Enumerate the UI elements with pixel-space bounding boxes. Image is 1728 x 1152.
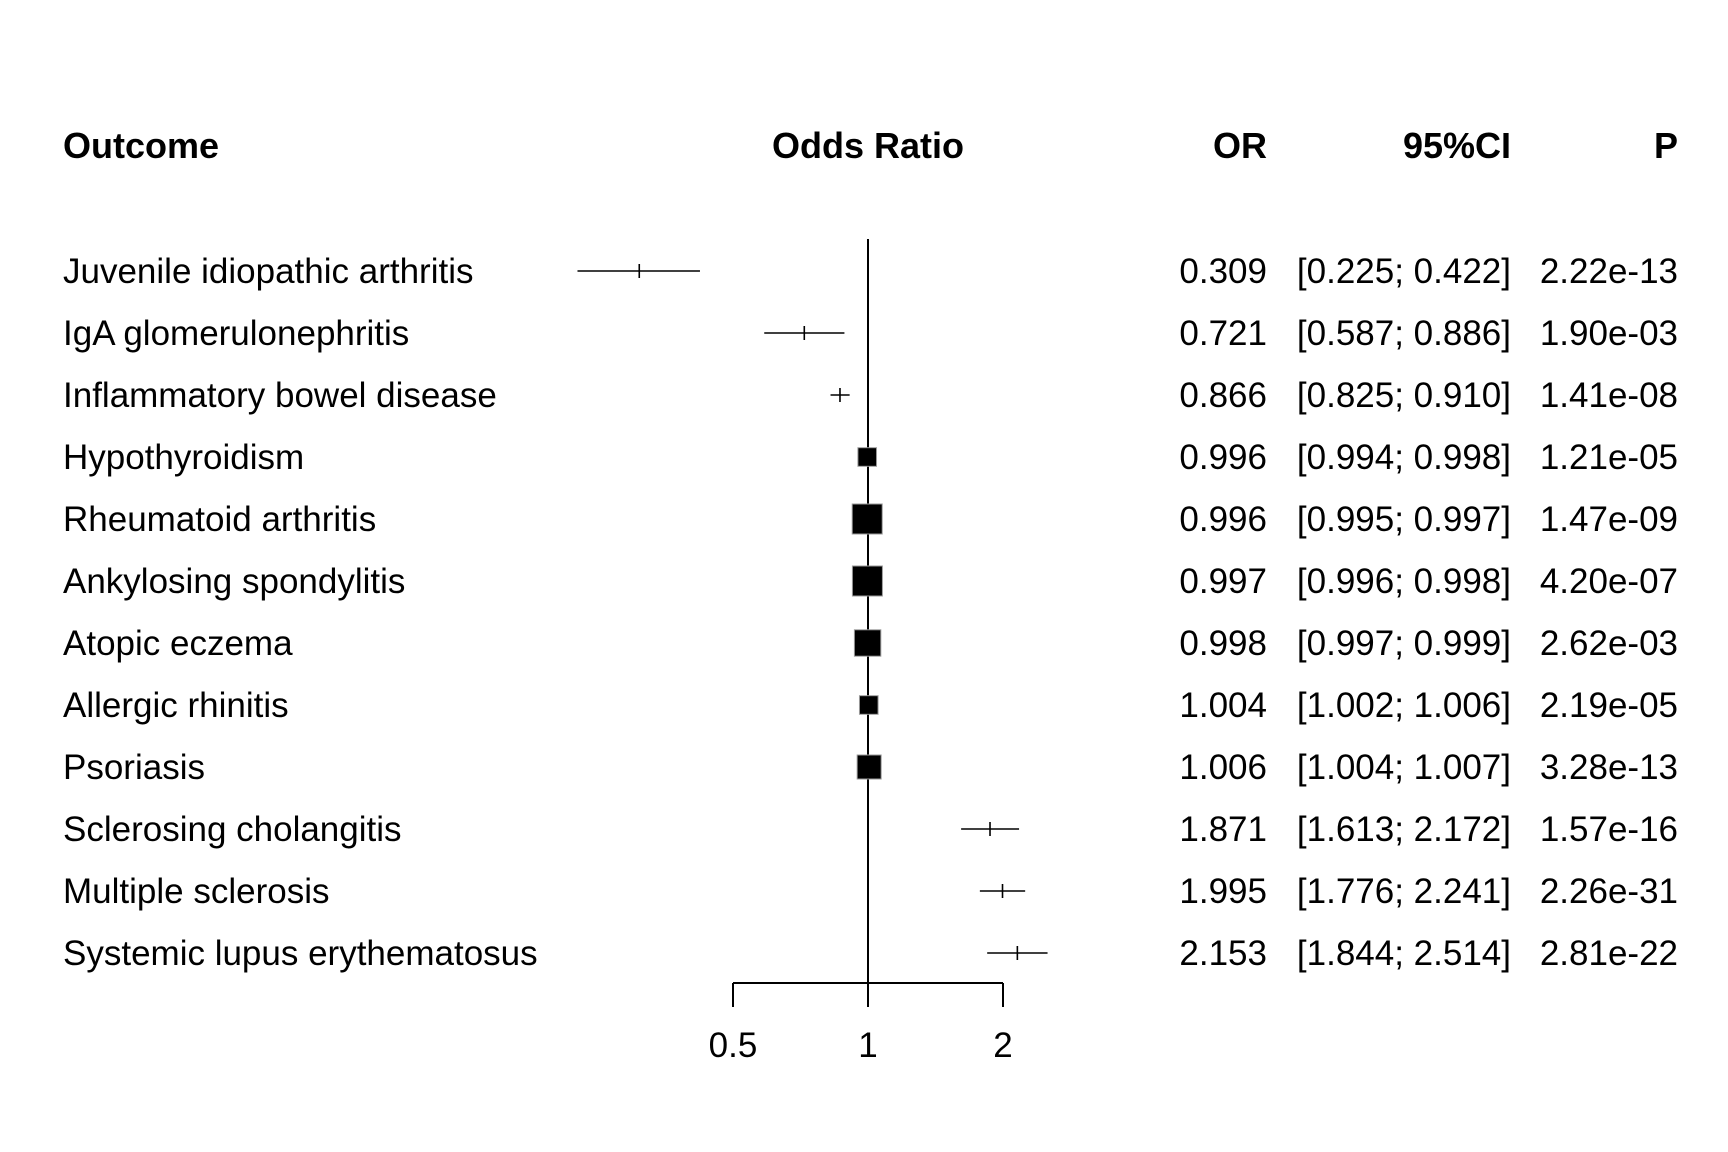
p-value: 2.62e-03: [1540, 624, 1678, 663]
table-row: Hypothyroidism 0.996 [0.994; 0.998] 1.21e-0…: [63, 438, 1678, 477]
estimate-mark: [764, 326, 845, 340]
ci-value: [0.995; 0.997]: [1297, 500, 1511, 539]
x-axis: 0.5 1 2: [709, 982, 1013, 1065]
or-value: 1.995: [1179, 872, 1267, 911]
ci-value: [1.002; 1.006]: [1297, 686, 1511, 725]
ci-value: [0.225; 0.422]: [1297, 252, 1511, 291]
p-value: 4.20e-07: [1540, 562, 1678, 601]
estimate-mark: [961, 822, 1020, 836]
outcome-label: Psoriasis: [63, 748, 205, 787]
outcome-label: Hypothyroidism: [63, 438, 304, 477]
estimate-mark: [853, 629, 882, 657]
outcome-label: Sclerosing cholangitis: [63, 810, 402, 849]
ci-value: [0.825; 0.910]: [1297, 376, 1511, 415]
p-value: 2.19e-05: [1540, 686, 1678, 725]
p-value: 2.26e-31: [1540, 872, 1678, 911]
ci-value: [1.613; 2.172]: [1297, 810, 1511, 849]
p-value: 1.90e-03: [1540, 314, 1678, 353]
p-value: 1.21e-05: [1540, 438, 1678, 477]
ci-value: [1.776; 2.241]: [1297, 872, 1511, 911]
table-row: Psoriasis 1.006 [1.004; 1.007] 3.28e-13: [63, 748, 1678, 787]
header-outcome: Outcome: [63, 125, 219, 166]
table-row: Inflammatory bowel disease 0.866 [0.825; 0…: [63, 376, 1678, 415]
point-estimate-box: [857, 447, 878, 467]
table-row: Multiple sclerosis 1.995 [1.776; 2.241] 2.2…: [63, 872, 1678, 911]
header-p: P: [1654, 125, 1678, 166]
outcome-label: Allergic rhinitis: [63, 686, 289, 725]
ci-value: [0.997; 0.999]: [1297, 624, 1511, 663]
or-value: 0.866: [1179, 376, 1267, 415]
estimate-mark: [856, 754, 882, 780]
estimate-mark: [987, 946, 1048, 960]
or-value: 1.006: [1179, 748, 1267, 787]
axis-tick-label: 0.5: [709, 1026, 758, 1065]
ci-value: [1.004; 1.007]: [1297, 748, 1511, 787]
p-value: 1.57e-16: [1540, 810, 1678, 849]
point-estimate-box: [858, 695, 879, 715]
estimate-mark: [857, 447, 878, 467]
header-odds-ratio: Odds Ratio: [772, 125, 964, 166]
p-value: 1.41e-08: [1540, 376, 1678, 415]
ci-value: [0.994; 0.998]: [1297, 438, 1511, 477]
outcome-label: Inflammatory bowel disease: [63, 376, 497, 415]
p-value: 1.47e-09: [1540, 500, 1678, 539]
or-value: 0.997: [1179, 562, 1267, 601]
table-row: Juvenile idiopathic arthritis 0.309 [0.225…: [63, 252, 1678, 291]
or-value: 0.721: [1179, 314, 1267, 353]
point-estimate-box: [856, 754, 882, 780]
outcome-label: Ankylosing spondylitis: [63, 562, 405, 601]
table-row: Rheumatoid arthritis 0.996 [0.995; 0.997] 1…: [63, 500, 1678, 539]
outcome-label: Juvenile idiopathic arthritis: [63, 252, 473, 291]
or-value: 2.153: [1179, 934, 1267, 973]
p-value: 3.28e-13: [1540, 748, 1678, 787]
table-row: Atopic eczema 0.998 [0.997; 0.999] 2.62e-03: [63, 624, 1678, 663]
header-or: OR: [1213, 125, 1267, 166]
p-value: 2.81e-22: [1540, 934, 1678, 973]
or-value: 1.004: [1179, 686, 1267, 725]
or-value: 1.871: [1179, 810, 1267, 849]
header-95ci: 95%CI: [1403, 125, 1511, 166]
estimate-mark: [979, 884, 1026, 898]
table-row: Sclerosing cholangitis 1.871 [1.613; 2.172…: [63, 810, 1678, 849]
axis-tick-label: 1: [858, 1026, 877, 1065]
point-estimate-box: [853, 629, 882, 657]
outcome-label: Atopic eczema: [63, 624, 293, 663]
point-estimate-box: [851, 565, 883, 597]
ci-value: [1.844; 2.514]: [1297, 934, 1511, 973]
or-value: 0.309: [1179, 252, 1267, 291]
table-row: IgA glomerulonephritis 0.721 [0.587; 0.886…: [63, 314, 1678, 353]
estimate-mark: [851, 503, 883, 535]
axis-tick-label: 2: [993, 1026, 1012, 1065]
outcome-label: Multiple sclerosis: [63, 872, 329, 911]
outcome-label: IgA glomerulonephritis: [63, 314, 409, 353]
estimate-mark: [858, 695, 879, 715]
outcome-label: Rheumatoid arthritis: [63, 500, 376, 539]
ci-value: [0.996; 0.998]: [1297, 562, 1511, 601]
table-row: Ankylosing spondylitis 0.997 [0.996; 0.998…: [63, 562, 1678, 601]
rows: Juvenile idiopathic arthritis 0.309 [0.225…: [63, 252, 1678, 973]
point-estimate-box: [851, 503, 883, 535]
or-value: 0.996: [1179, 500, 1267, 539]
or-value: 0.996: [1179, 438, 1267, 477]
estimate-mark: [830, 388, 850, 402]
table-row: Systemic lupus erythematosus 2.153 [1.844;…: [63, 934, 1678, 973]
plot-area: [577, 239, 1048, 983]
estimate-mark: [851, 565, 883, 597]
ci-value: [0.587; 0.886]: [1297, 314, 1511, 353]
table-row: Allergic rhinitis 1.004 [1.002; 1.006] 2.19…: [63, 686, 1678, 725]
or-value: 0.998: [1179, 624, 1267, 663]
column-headers: Outcome Odds Ratio OR 95%CI P: [63, 125, 1678, 166]
outcome-label: Systemic lupus erythematosus: [63, 934, 538, 973]
estimate-mark: [577, 264, 700, 278]
p-value: 2.22e-13: [1540, 252, 1678, 291]
